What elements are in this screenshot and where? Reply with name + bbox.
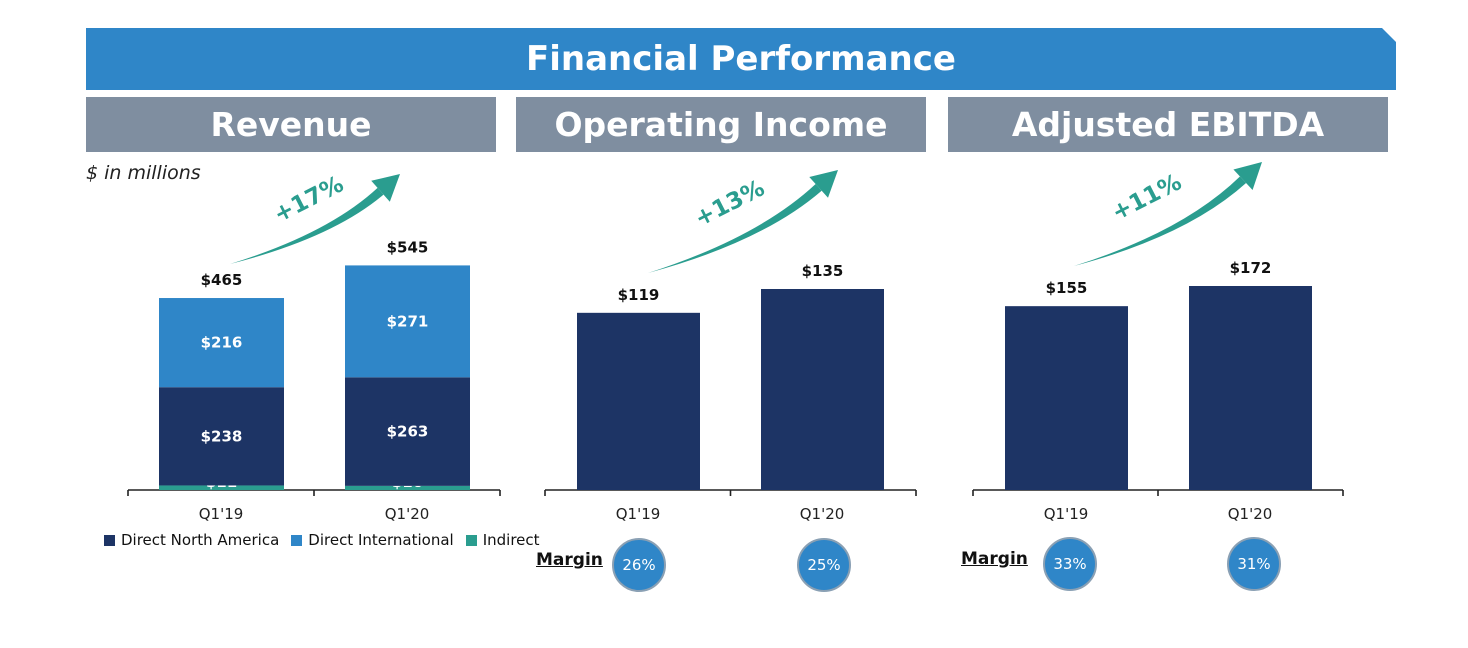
legend-swatch-direct-north-america [104,534,115,546]
revenue-bar-label: $263 [387,423,429,441]
operating-income-bar [761,289,884,490]
banner-title: Financial Performance [526,39,956,79]
revenue-bar-label: $216 [201,334,243,352]
operating-income-tick-label: Q1'19 [616,505,661,523]
revenue-header: Revenue [86,97,496,152]
revenue-title: Revenue [210,105,372,144]
revenue-bar-indirect [159,485,284,490]
operating-margin-q1-20: 25% [797,538,851,592]
operating-income-value-label: $119 [618,286,660,304]
legend-label: Direct North America [121,531,280,549]
revenue-bar-label: $238 [201,427,243,445]
legend-label: Direct International [308,531,454,549]
legend-swatch-direct-international [291,534,303,546]
adjusted-ebitda-title: Adjusted EBITDA [1011,105,1325,144]
ebitda-margin-label: Margin [961,549,1028,569]
revenue-tick-label: Q1'19 [199,505,244,523]
revenue-bar-label: $271 [387,312,429,330]
revenue-bar-indirect [345,485,470,490]
legend-item-direct-international: Direct International [291,531,454,549]
adjusted-ebitda-growth-label: +11% [1108,169,1186,226]
legend-label: Indirect [482,531,540,549]
operating-margin-q1-19: 26% [612,538,666,592]
adjusted-ebitda-bar [1005,306,1128,490]
units-note: $ in millions [86,162,201,184]
legend-item-indirect: Indirect [465,531,540,549]
operating-margin-label: Margin [536,550,603,570]
operating-income-tick-label: Q1'20 [800,505,845,523]
ebitda-margin-q1-19: 33% [1043,537,1097,591]
legend-item-direct-north-america: Direct North America [104,531,279,549]
revenue-bar-direct-international [345,265,470,378]
operating-income-bar [577,312,700,490]
adjusted-ebitda-bar [1189,286,1312,490]
revenue-bar-direct-international [159,298,284,388]
operating-income-growth-arrow-head [809,170,838,198]
adjusted-ebitda-value-label: $172 [1230,259,1272,277]
revenue-total-label: $465 [201,271,243,289]
ebitda-margin-q1-20: 31% [1227,537,1281,591]
revenue-bar-direct-north-america [159,387,284,486]
adjusted-ebitda-tick-label: Q1'20 [1228,505,1273,523]
operating-income-header: Operating Income [516,97,926,152]
title-banner: Financial Performance [86,28,1396,90]
legend-swatch-indirect [465,534,477,546]
revenue-bar-direct-north-america [345,377,470,486]
operating-income-title: Operating Income [554,105,888,144]
revenue-total-label: $545 [387,238,429,256]
adjusted-ebitda-tick-label: Q1'19 [1044,505,1089,523]
adjusted-ebitda-header: Adjusted EBITDA [948,97,1388,152]
operating-income-growth-label: +13% [691,175,769,232]
revenue-legend: Direct North America Direct Internationa… [104,531,540,549]
adjusted-ebitda-value-label: $155 [1046,279,1088,297]
operating-income-value-label: $135 [802,262,844,280]
revenue-tick-label: Q1'20 [385,505,430,523]
adjusted-ebitda-growth-arrow-head [1233,162,1262,190]
revenue-growth-arrow-head [371,174,400,202]
